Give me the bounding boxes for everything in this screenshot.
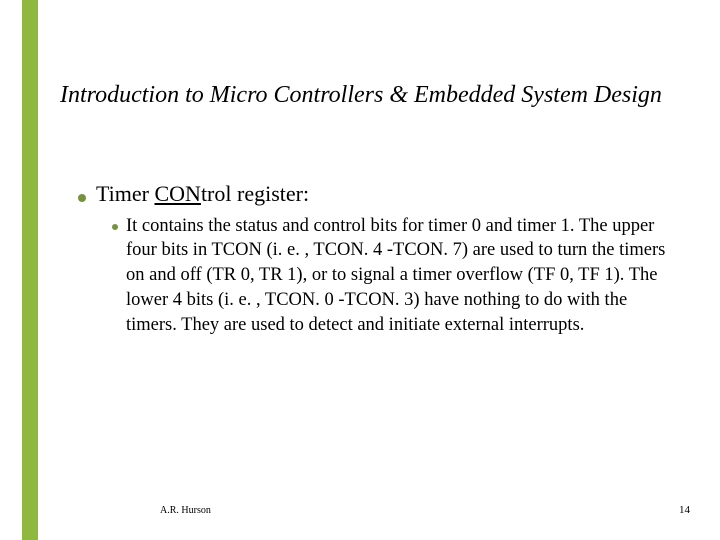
page-title: Introduction to Micro Controllers & Embe…: [60, 82, 662, 109]
bullet-level-2: It contains the status and control bits …: [112, 214, 668, 339]
footer-page-number: 14: [679, 504, 690, 516]
bullet-heading: Timer CONtrol register:: [96, 180, 309, 208]
heading-prefix: Timer: [96, 181, 154, 206]
bullet-level-1: Timer CONtrol register:: [78, 180, 668, 208]
bullet-dot-icon: [78, 194, 86, 202]
bullet-body: It contains the status and control bits …: [126, 214, 668, 339]
heading-suffix: trol register:: [201, 181, 309, 206]
content-area: Timer CONtrol register: It contains the …: [78, 180, 668, 338]
accent-bar: [22, 0, 38, 540]
heading-underlined: CON: [154, 181, 200, 206]
footer-author: A.R. Hurson: [160, 505, 211, 516]
bullet-dot-icon: [112, 224, 118, 230]
